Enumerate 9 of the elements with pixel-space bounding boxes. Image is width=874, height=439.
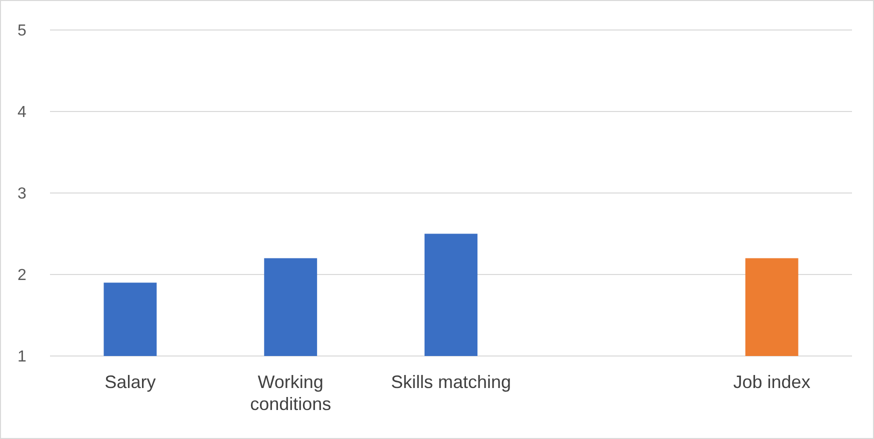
- y-tick-label: 1: [18, 348, 27, 366]
- x-tick-label: Salary: [104, 372, 156, 392]
- x-tick-label: Job index: [733, 372, 810, 392]
- y-tick-label: 3: [18, 186, 27, 203]
- y-tick-label: 2: [18, 267, 27, 284]
- y-tick-label: 4: [18, 104, 27, 122]
- x-tick-label: Skills matching: [390, 372, 512, 392]
- y-tick-label: 5: [18, 22, 27, 40]
- x-tick-label: Working conditions: [250, 372, 332, 414]
